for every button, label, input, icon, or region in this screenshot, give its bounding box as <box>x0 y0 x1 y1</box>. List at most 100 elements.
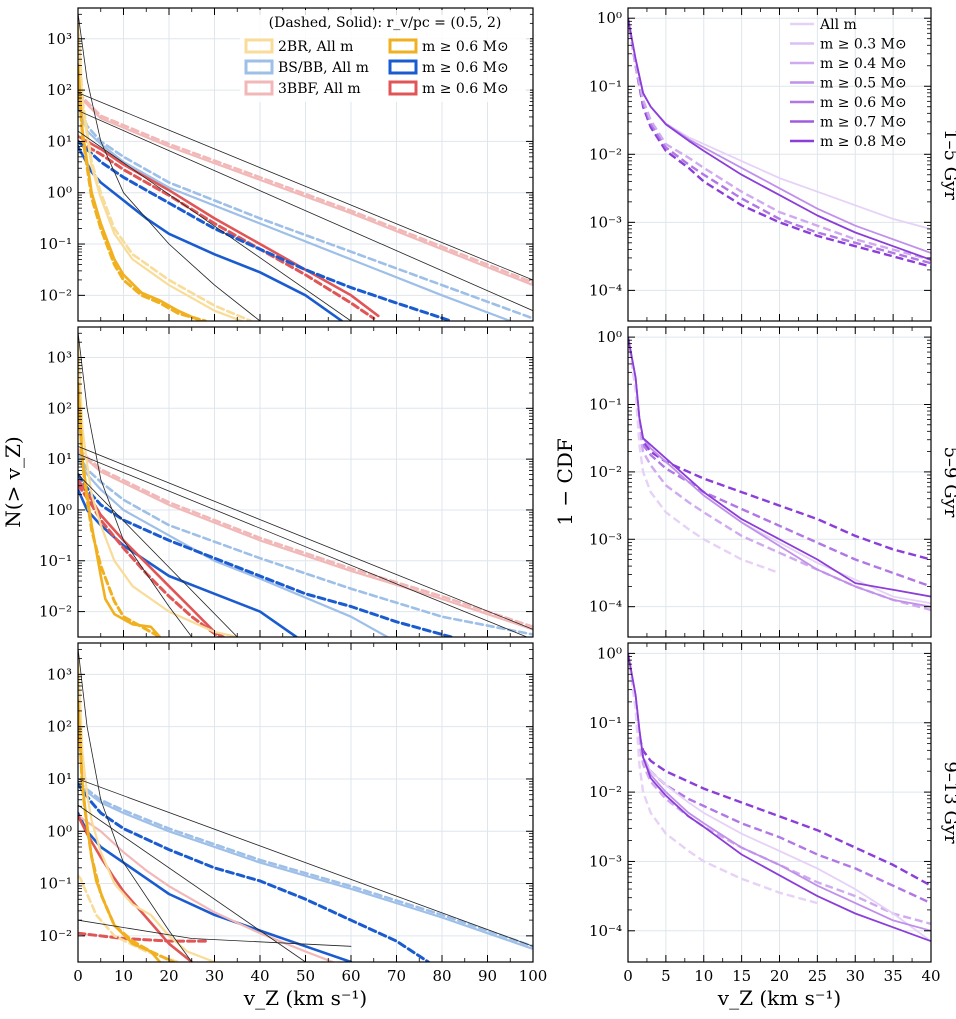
x-tick-label: 30 <box>846 967 865 985</box>
x-tick-label: 40 <box>250 967 269 985</box>
x-tick-label: 10 <box>114 967 133 985</box>
right-x-axis-label: v_Z (km s⁻¹) <box>717 986 841 1010</box>
series-line-bs_all-dashed <box>78 780 533 948</box>
series-line-2br_hi-dashed <box>78 709 176 962</box>
x-tick-label: 20 <box>770 967 789 985</box>
series-line-2br_all-solid <box>78 27 243 321</box>
series-line-fit-thin <box>78 92 533 281</box>
cdf-dashed-line <box>628 653 931 926</box>
cdf-solid-line <box>628 336 931 598</box>
legend-label: m ≥ 0.8 M⊙ <box>820 134 907 150</box>
legend-swatch <box>244 80 274 96</box>
legend-swatch <box>244 59 274 75</box>
legend-label: m ≥ 0.6 M⊙ <box>422 39 509 55</box>
series-line-fit-thin <box>78 130 352 321</box>
y-tick-label: 10⁰ <box>597 644 622 662</box>
series-line-bbf_hi-dashed <box>78 931 207 943</box>
series-line-bs_hi-dashed <box>78 472 453 637</box>
series-line-fit-thin <box>78 919 352 947</box>
y-tick-label: 10¹ <box>47 132 72 150</box>
x-tick-label: 35 <box>884 967 903 985</box>
series-line-2br_all-dashed <box>78 874 180 962</box>
y-tick-label: 10⁰ <box>47 184 72 202</box>
y-tick-label: 10⁻³ <box>589 852 622 870</box>
panel-label: 5–9 Gyr <box>940 447 956 518</box>
cdf-dashed-line <box>628 653 818 905</box>
x-tick-label: 50 <box>296 967 315 985</box>
series-line-2br_all-solid <box>78 657 216 962</box>
series-line-bs_all-dashed <box>78 452 533 636</box>
series-line-bs_all-solid <box>78 783 533 950</box>
x-tick-label: 60 <box>341 967 360 985</box>
y-tick-label: 10⁻⁴ <box>589 598 622 616</box>
x-tick-label: 20 <box>159 967 178 985</box>
series-line-bbf_all-solid <box>78 814 334 962</box>
series-line-bs_all-solid <box>78 458 389 637</box>
y-tick-label: 10⁻² <box>39 603 72 621</box>
series-line-bbf_all-dashed <box>78 91 533 284</box>
x-tick-label: 100 <box>519 967 548 985</box>
series-line-bs_hi-dashed <box>78 782 430 962</box>
panel-label: 9–13 Gyr <box>940 761 956 844</box>
series-line-bbf_all-solid <box>78 450 533 631</box>
y-tick-label: 10⁻³ <box>589 213 622 231</box>
series-line-fit-thin <box>78 474 238 637</box>
x-tick-label: 70 <box>387 967 406 985</box>
y-tick-label: 10⁻² <box>589 145 622 163</box>
cdf-dashed-line <box>628 336 780 575</box>
y-tick-label: 10² <box>47 718 72 736</box>
y-tick-label: 10⁻³ <box>589 530 622 548</box>
x-tick-label: 0 <box>73 967 83 985</box>
y-tick-label: 10¹ <box>47 770 72 788</box>
series-line-bs_hi-solid <box>78 811 353 962</box>
panel-label: 1–5 Gyr <box>940 129 956 200</box>
y-tick-label: 10⁻⁴ <box>589 281 622 299</box>
y-tick-label: 10⁻¹ <box>589 396 622 414</box>
y-tick-label: 10² <box>47 399 72 417</box>
legend-swatch <box>388 59 418 75</box>
legend-label: m ≥ 0.4 M⊙ <box>820 56 907 72</box>
left-x-axis-label: v_Z (km s⁻¹) <box>243 986 367 1010</box>
legend-swatch <box>388 80 418 96</box>
y-tick-label: 10¹ <box>47 450 72 468</box>
series-line-fit-thin <box>78 446 533 630</box>
y-tick-label: 10³ <box>47 30 72 48</box>
legend-swatch <box>244 38 274 54</box>
x-tick-label: 0 <box>623 967 633 985</box>
series-line-bs_hi-solid <box>78 488 298 637</box>
series-line-2br_hi-dashed <box>78 68 207 321</box>
right-panel-1: 10⁻⁴ 10⁻³ 10⁻² 10⁻¹ 10⁰ 1–5 Gyr <box>589 7 956 322</box>
x-tick-label: 90 <box>478 967 497 985</box>
left-panel-3: 10⁻² 10⁻¹ 10⁰ 10¹ 10² 10³ 0 10 20 30 40 50 60 70 80 90 1… <box>39 642 548 985</box>
series-line-fit-thin <box>78 804 306 962</box>
y-tick-label: 10⁻² <box>39 927 72 945</box>
series-line-bs_all-dashed <box>78 99 533 320</box>
series-line-bs_hi-dashed <box>78 139 453 321</box>
series-line-fit-thin <box>78 331 193 637</box>
y-tick-label: 10⁻⁴ <box>589 922 622 940</box>
y-tick-label: 10⁻¹ <box>589 77 622 95</box>
legend-label: m ≥ 0.5 M⊙ <box>820 76 907 92</box>
series-line-2br_all-solid <box>78 341 239 637</box>
right-panel-3: 10⁻⁴ 10⁻³ 10⁻² 10⁻¹ 10⁰ 0 5 10 15 20 25 30 35 40 9–13 … <box>589 642 956 985</box>
series-line-bs_all-solid <box>78 104 512 321</box>
legend-label: 2BR, All m <box>278 39 353 55</box>
x-tick-label: 10 <box>694 967 713 985</box>
y-tick-label: 10³ <box>47 665 72 683</box>
y-tick-label: 10⁰ <box>47 822 72 840</box>
y-tick-label: 10⁻² <box>589 463 622 481</box>
series-line-fit-thin <box>78 778 533 947</box>
x-tick-label: 30 <box>205 967 224 985</box>
right-panel-2: 10⁻⁴ 10⁻³ 10⁻² 10⁻¹ 10⁰ 5–9 Gyr <box>589 326 956 638</box>
panels: 10⁻² 10⁻¹ 10⁰ 10¹ 10² 10³ 10⁻² 10⁻¹ 10⁰ 10¹ 10² 10³… <box>39 7 956 985</box>
y-tick-label: 10⁻² <box>589 783 622 801</box>
legend-label: m ≥ 0.6 M⊙ <box>422 81 509 97</box>
x-tick-label: 15 <box>732 967 751 985</box>
series-line-bbf_all-solid <box>78 94 533 287</box>
series-line-bbf_all-dashed <box>78 447 533 629</box>
series-line-bbf_hi-solid <box>78 135 380 318</box>
right-y-axis-label: 1 − CDF <box>553 438 577 526</box>
legend-label: m ≥ 0.3 M⊙ <box>820 37 907 53</box>
x-tick-label: 5 <box>661 967 671 985</box>
y-tick-label: 10³ <box>47 348 72 366</box>
